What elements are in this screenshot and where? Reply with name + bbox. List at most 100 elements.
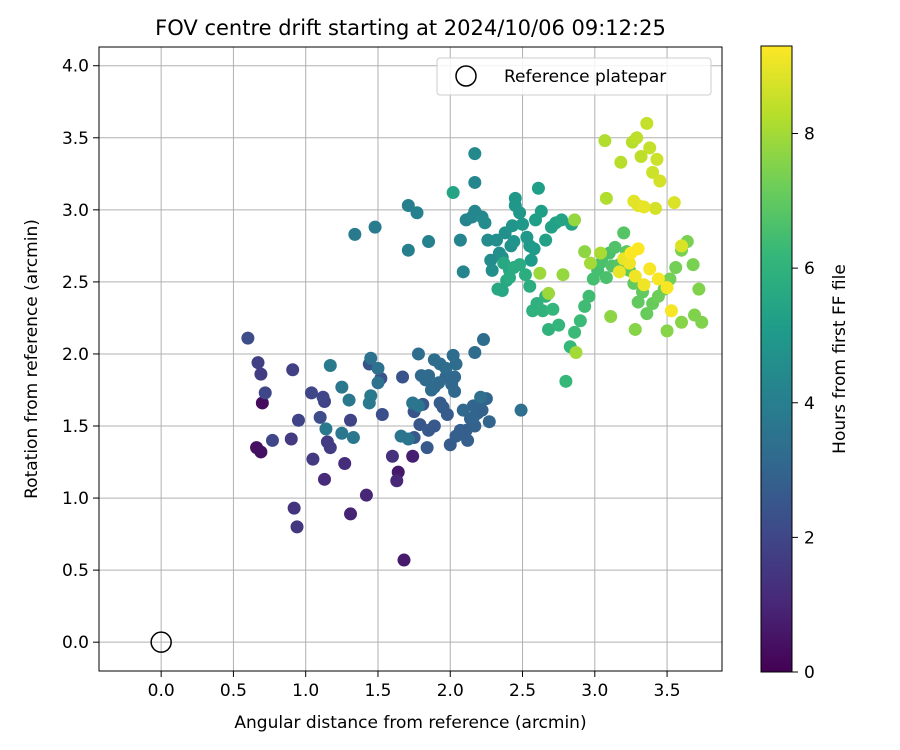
x-axis-label: Angular distance from reference (arcmin) [234,713,586,733]
scatter-point [594,246,608,260]
scatter-point [649,201,663,215]
colorbar-ticks: 0 2 4 6 8 [792,125,815,683]
scatter-point [359,488,373,502]
scatter-point [513,206,527,220]
scatter-point [651,272,665,286]
scatter-point [518,268,532,282]
scatter-point [637,278,651,292]
scatter-point [338,456,352,470]
x-tick-label: 1.5 [364,681,391,701]
reference-point-marker [150,631,172,653]
scatter-point [599,271,613,285]
scatter-point [622,256,636,270]
scatter-point [316,390,330,404]
scatter-point [453,233,467,247]
scatter-point [552,318,566,332]
scatter-point [598,134,612,148]
scatter-point [599,191,613,205]
colorbar-gradient [761,46,792,672]
x-tick-label: 2.0 [437,681,464,701]
scatter-point [643,262,657,276]
scatter-point [406,449,420,463]
legend-box [436,57,712,96]
x-tick-label: 0.5 [220,681,247,701]
scatter-point [468,147,482,161]
scatter-point [335,426,349,440]
scatter-point [531,181,545,195]
scatter-point [523,279,537,293]
x-tick-label: 2.5 [509,681,536,701]
chart-title: FOV centre drift starting at 2024/10/06 … [155,16,666,40]
scatter-point [612,265,626,279]
y-tick-label: 1.5 [62,417,89,437]
scatter-point [422,235,436,249]
scatter-point [410,206,424,220]
scatter-point [258,386,272,400]
scatter-point [539,233,553,247]
scatter-point [364,389,378,403]
scatter-point [484,253,498,267]
y-tick-label: 1.0 [62,489,89,509]
scatter-point [368,220,382,234]
scatter-point [286,363,300,377]
scatter-point [251,356,265,370]
scatter-point [604,309,618,323]
scatter-point [578,245,592,259]
scatter-point [385,449,399,463]
scatter-point [241,331,255,345]
scatter-point [371,361,385,375]
scatter-point [319,422,333,436]
scatter-point [335,380,349,394]
scatter-point [371,376,385,390]
y-tick-label: 0.5 [62,561,89,581]
colorbar-tick-label: 6 [804,259,815,279]
scatter-point [664,304,678,318]
scatter-point [420,441,434,455]
scatter-point [396,370,410,384]
scatter-point [344,507,358,521]
scatter-point [569,346,583,360]
scatter-point [675,239,689,253]
scatter-point [631,295,645,309]
scatter-point [628,322,642,336]
scatter-point [490,233,504,247]
scatter-point [533,266,547,280]
scatter-point [617,226,631,240]
y-tick-label: 4.0 [62,57,89,77]
scatter-point [468,175,482,189]
y-axis-ticks: 0.0 0.5 1.0 1.5 2.0 2.5 3.0 3.5 4.0 [62,57,99,653]
scatter-point [628,269,642,283]
y-tick-label: 3.0 [62,201,89,221]
y-tick-label: 2.0 [62,345,89,365]
scatter-point [643,141,657,155]
scatter-point [516,217,530,231]
scatter-point [573,314,587,328]
scatter-point [466,399,480,413]
scatter-point [653,174,667,188]
scatter-points [241,116,709,567]
scatter-point [440,407,454,421]
scatter-point [542,286,556,300]
scatter-point [401,243,415,257]
scatter-point [630,131,644,145]
y-tick-label: 2.5 [62,273,89,293]
scatter-point [427,419,441,433]
colorbar-tick-label: 0 [804,663,815,683]
scatter-point [491,282,505,296]
scatter-point [624,246,638,260]
scatter-point [291,413,305,427]
x-tick-label: 1.0 [292,681,319,701]
scatter-point [542,322,556,336]
scatter-point [505,219,519,233]
scatter-point [364,351,378,365]
scatter-point [507,235,521,249]
scatter-point [313,410,327,424]
scatter-point [468,346,482,360]
scatter-point [476,333,490,347]
x-tick-label: 3.0 [581,681,608,701]
scatter-point [556,268,570,282]
scatter-point [527,242,541,256]
scatter-point [401,199,415,213]
scatter-point [466,410,480,424]
